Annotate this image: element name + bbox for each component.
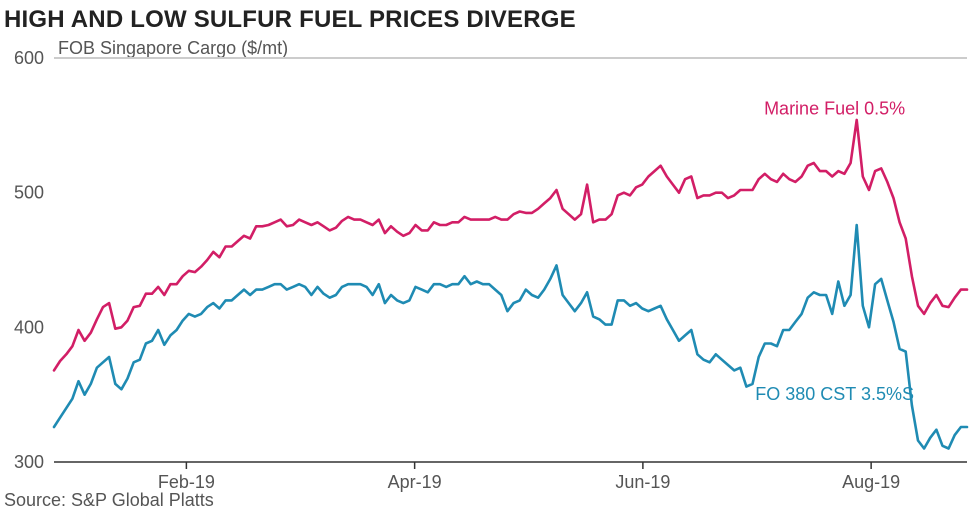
x-axis: Feb-19 Apr-19 Jun-19 Aug-19 [158,462,900,492]
chart-svg: 300 400 500 600 Feb-19 Apr-19 Jun-19 Aug-19 Ma… [0,0,979,517]
x-tick-label: Jun-19 [615,472,670,492]
series-labels: Marine Fuel 0.5% FO 380 CST 3.5%S [755,99,914,404]
series-line [54,120,967,371]
chart-container: { "title": "HIGH AND LOW SULFUR FUEL PRI… [0,0,979,517]
series-line [54,225,967,449]
y-tick-label: 500 [14,183,44,203]
y-tick-label: 300 [14,452,44,472]
y-tick-label: 600 [14,48,44,68]
series-label: Marine Fuel 0.5% [764,99,905,119]
y-axis: 300 400 500 600 [14,48,44,472]
x-tick-label: Feb-19 [158,472,215,492]
x-tick-label: Apr-19 [388,472,442,492]
series-label: FO 380 CST 3.5%S [755,384,914,404]
x-tick-label: Aug-19 [842,472,900,492]
y-tick-label: 400 [14,317,44,337]
